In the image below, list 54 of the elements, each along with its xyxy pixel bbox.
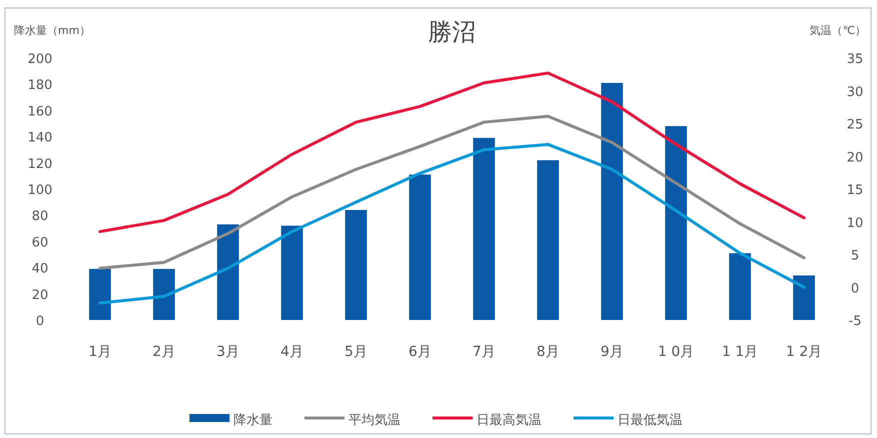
chart-title: 勝沼 (428, 18, 476, 46)
bar (473, 138, 495, 320)
y-tick-label: 60 (32, 235, 48, 250)
bar (665, 126, 687, 320)
y-tick-label: 100 (28, 183, 52, 198)
line-series (98, 72, 806, 234)
y2-tick-label: 35 (846, 52, 864, 67)
x-tick-label: 9月 (600, 344, 624, 360)
y2-tick-label: 0 (850, 281, 860, 296)
y2-tick-label: -5 (848, 314, 862, 329)
x-tick-label: 6月 (408, 344, 432, 360)
y-tick-label: 0 (36, 314, 44, 329)
line-series (98, 114, 806, 270)
bar (345, 210, 367, 320)
bar (793, 275, 815, 320)
y-tick-label: 80 (32, 209, 48, 224)
y2-axis-title: 気温（℃） (810, 24, 866, 37)
y-tick-label: 180 (28, 78, 52, 94)
y-axis-title: 降水量（mm） (14, 24, 90, 37)
legend-label: 日最高気温 (476, 412, 542, 428)
y2-tick-label: 30 (846, 84, 864, 100)
x-tick-label: 1 0月 (658, 344, 694, 360)
x-tick-label: 4月 (280, 344, 304, 360)
x-tick-label: 5月 (344, 344, 368, 360)
bar (601, 82, 623, 320)
y-tick-label: 40 (32, 262, 48, 277)
bar (217, 224, 239, 320)
bar (537, 160, 559, 320)
x-tick-label: 7月 (472, 344, 496, 360)
bar (281, 226, 303, 320)
x-tick-label: 3月 (216, 344, 240, 360)
y2-tick-label: 5 (850, 248, 860, 264)
y-tick-label: 160 (28, 104, 52, 120)
x-tick-label: 1月 (88, 344, 112, 360)
y2-tick-label: 20 (846, 150, 864, 166)
bar (729, 253, 751, 320)
y-tick-label: 140 (28, 130, 52, 146)
x-tick-label: 1 2月 (786, 344, 822, 360)
legend-label: 平均気温 (348, 413, 400, 428)
legend-label: 日最低気温 (618, 413, 682, 428)
x-tick-label: 2月 (152, 344, 176, 360)
x-tick-label: 8月 (536, 344, 560, 360)
y-tick-label: 120 (28, 156, 52, 172)
line-series (98, 142, 806, 304)
y-tick-label: 200 (28, 52, 52, 67)
y2-tick-label: 25 (846, 118, 864, 132)
bar (409, 174, 431, 320)
y2-tick-label: 10 (846, 216, 864, 231)
y2-tick-label: 15 (846, 183, 864, 198)
y-tick-label: 20 (32, 288, 48, 303)
bar (153, 268, 175, 320)
x-tick-label: 1 1月 (722, 344, 758, 360)
bar (89, 268, 111, 320)
legend-label: 降水量 (234, 413, 272, 428)
